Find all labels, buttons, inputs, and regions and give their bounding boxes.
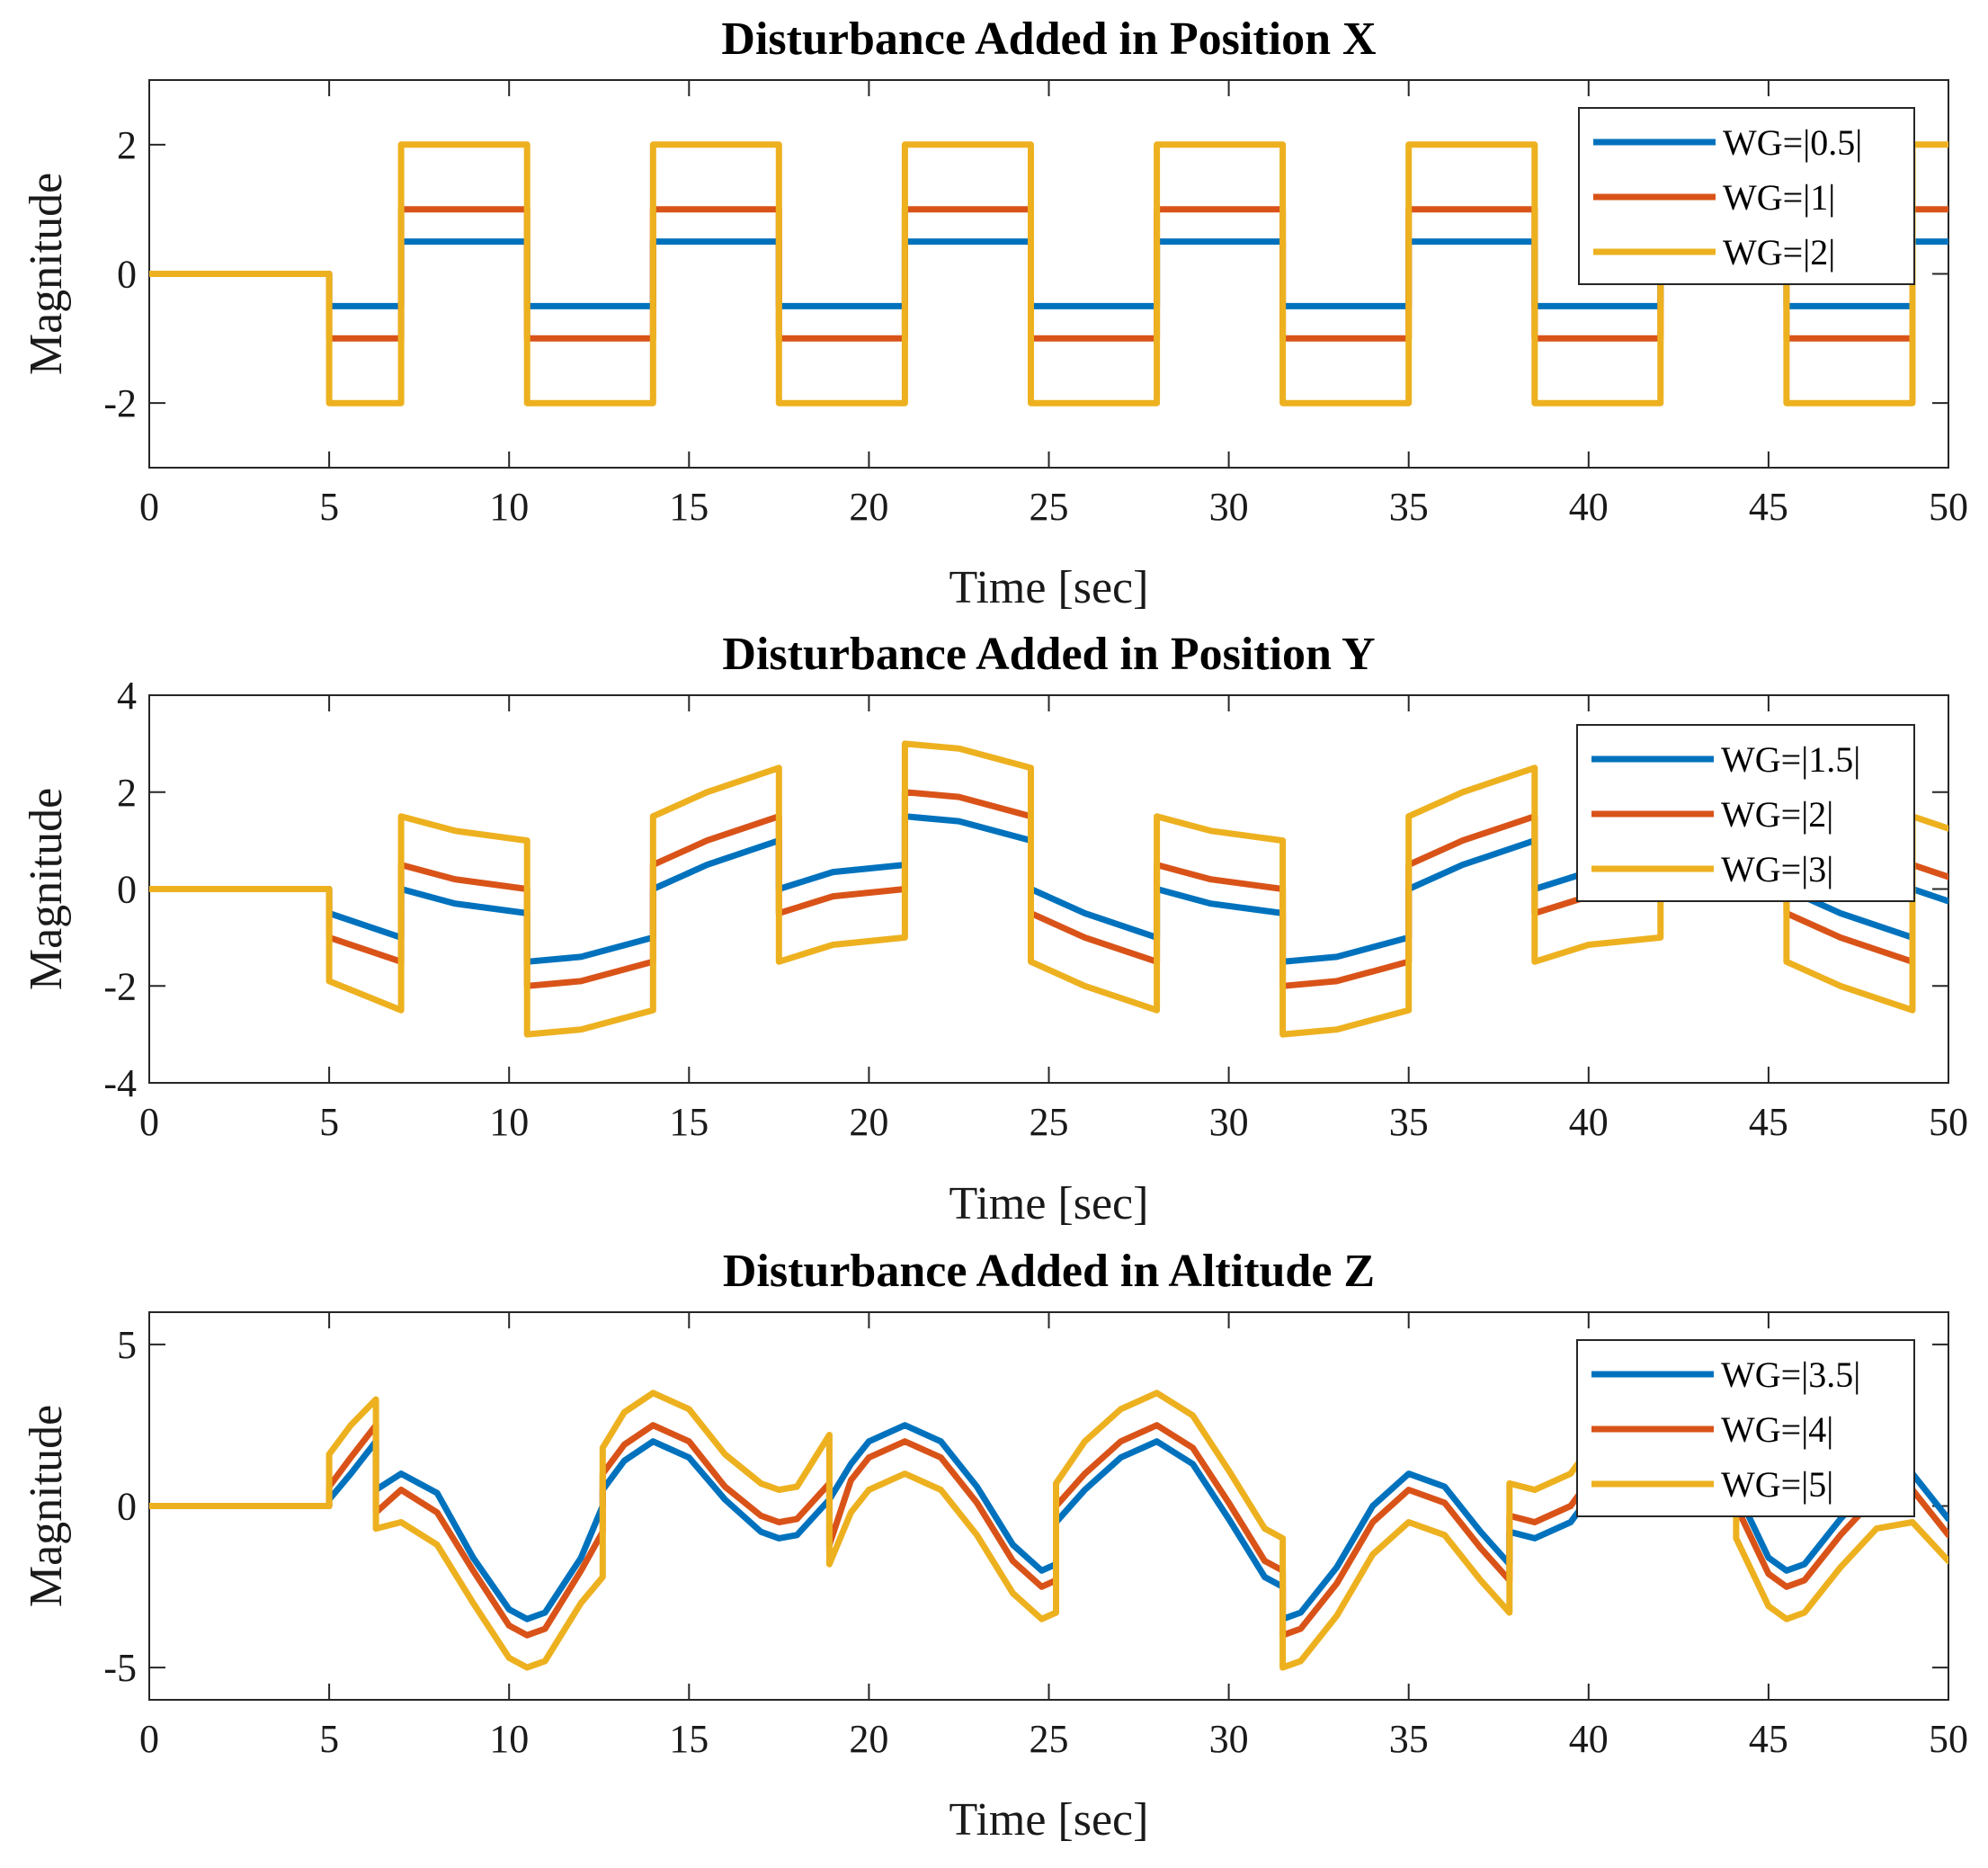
legend-label: WG=|0.5|: [1723, 122, 1862, 163]
x-tick-label: 10: [489, 485, 529, 529]
x-tick-label: 25: [1030, 1717, 1069, 1761]
x-tick-label: 0: [139, 485, 159, 529]
x-tick-label: 40: [1569, 1717, 1609, 1761]
x-tick-label: 30: [1209, 1717, 1249, 1761]
y-tick-label: 4: [117, 674, 137, 718]
x-tick-label: 35: [1389, 1100, 1429, 1144]
x-tick-label: 30: [1209, 485, 1249, 529]
legend: WG=|3.5| WG=|4| WG=|5|: [1576, 1339, 1915, 1517]
y-axis-label: Magnitude: [21, 173, 72, 375]
x-tick-label: 20: [849, 1100, 888, 1144]
legend-label: WG=|5|: [1721, 1464, 1833, 1505]
x-tick-label: 5: [319, 1100, 339, 1144]
x-tick-label: 0: [139, 1100, 159, 1144]
chart-title: Disturbance Added in Position Y: [722, 629, 1375, 680]
y-tick-label: -4: [103, 1061, 137, 1105]
subplot-3: Disturbance Added in Altitude Z 0 5 10 15 20 2…: [21, 1246, 1968, 1846]
x-tick-label: 15: [669, 1717, 709, 1761]
chart-title: Disturbance Added in Altitude Z: [723, 1246, 1375, 1297]
x-tick-label: 50: [1929, 1717, 1968, 1761]
legend-label: WG=|1.5|: [1721, 739, 1860, 780]
y-tick-label: -5: [103, 1646, 137, 1690]
y-tick-label: 0: [117, 253, 137, 297]
legend-label: WG=|3|: [1721, 849, 1833, 889]
x-axis-label: Time [sec]: [949, 562, 1149, 613]
y-axis-label: Magnitude: [21, 1405, 72, 1607]
x-axis-label: Time [sec]: [949, 1794, 1149, 1846]
legend-label: WG=|4|: [1721, 1409, 1833, 1450]
x-tick-label: 0: [139, 1717, 159, 1761]
x-tick-label: 35: [1389, 1717, 1429, 1761]
x-tick-label: 50: [1929, 485, 1968, 529]
legend-label: WG=|2|: [1721, 794, 1833, 835]
x-tick-label: 5: [319, 1717, 339, 1761]
y-tick-label: -2: [103, 381, 137, 425]
chart-title: Disturbance Added in Position X: [721, 13, 1376, 65]
y-tick-label: 2: [117, 771, 137, 815]
x-tick-label: 20: [849, 485, 888, 529]
legend: WG=|0.5| WG=|1| WG=|2|: [1578, 107, 1915, 285]
y-tick-label: 2: [117, 123, 137, 167]
subplot-1: Disturbance Added in Position X0 5 10 15 20 2…: [21, 13, 1968, 613]
x-tick-label: 10: [489, 1717, 529, 1761]
legend: WG=|1.5| WG=|2| WG=|3|: [1576, 724, 1915, 902]
x-tick-label: 10: [489, 1100, 529, 1144]
x-tick-label: 30: [1209, 1100, 1249, 1144]
legend-label: WG=|1|: [1723, 177, 1835, 218]
x-tick-label: 20: [849, 1717, 888, 1761]
x-tick-label: 45: [1749, 485, 1788, 529]
x-tick-label: 25: [1030, 485, 1069, 529]
x-tick-label: 40: [1569, 485, 1609, 529]
y-tick-label: 0: [117, 1485, 137, 1529]
x-axis-label: Time [sec]: [949, 1178, 1149, 1229]
y-tick-label: 0: [117, 868, 137, 912]
x-tick-label: 45: [1749, 1717, 1788, 1761]
subplot-2: Disturbance Added in Position Y0 5 10 15 20 2…: [21, 629, 1968, 1229]
y-axis-label: Magnitude: [21, 788, 72, 990]
x-tick-label: 5: [319, 485, 339, 529]
x-tick-label: 25: [1030, 1100, 1069, 1144]
x-tick-label: 50: [1929, 1100, 1968, 1144]
x-tick-label: 35: [1389, 485, 1429, 529]
x-tick-label: 15: [669, 1100, 709, 1144]
y-tick-label: -2: [103, 964, 137, 1008]
x-tick-label: 45: [1749, 1100, 1788, 1144]
legend-label: WG=|3.5|: [1721, 1354, 1860, 1395]
legend-label: WG=|2|: [1723, 232, 1835, 273]
x-tick-label: 15: [669, 485, 709, 529]
x-tick-label: 40: [1569, 1100, 1609, 1144]
y-tick-label: 5: [117, 1323, 137, 1367]
